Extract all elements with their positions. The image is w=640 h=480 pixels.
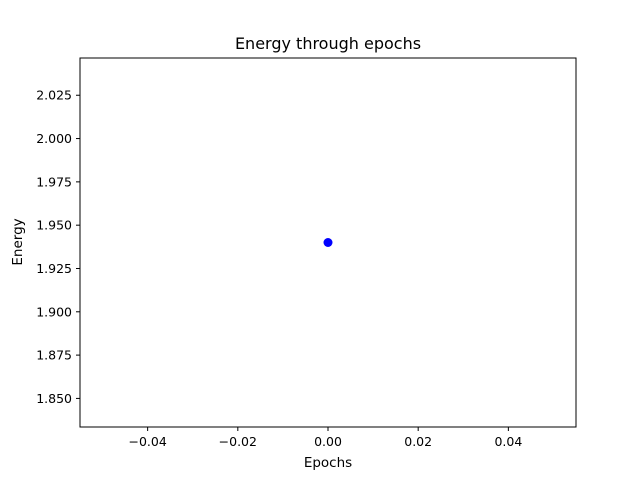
y-tick-label: 1.950 <box>36 218 72 233</box>
y-tick-label: 1.975 <box>36 174 72 189</box>
y-tick-label: 1.875 <box>36 348 72 363</box>
x-axis-ticks: −0.04 −0.02 0.00 0.02 0.04 <box>128 427 522 449</box>
y-axis-ticks: 1.850 1.875 1.900 1.925 1.950 1.975 2.000 2.025 <box>36 88 80 406</box>
x-tick-label: 0.00 <box>314 434 342 449</box>
y-tick-label: 2.025 <box>36 88 72 103</box>
x-tick-label: −0.02 <box>219 434 257 449</box>
x-tick-label: 0.02 <box>404 434 432 449</box>
x-tick-label: 0.04 <box>494 434 522 449</box>
y-tick-label: 1.900 <box>36 304 72 319</box>
y-axis-label: Energy <box>10 218 26 265</box>
x-tick-label: −0.04 <box>128 434 166 449</box>
chart-title: Energy through epochs <box>235 34 421 53</box>
data-point <box>323 238 333 247</box>
y-tick-label: 1.925 <box>36 261 72 276</box>
y-tick-label: 2.000 <box>36 131 72 146</box>
data-points <box>323 238 333 247</box>
x-axis-label: Epochs <box>304 455 352 471</box>
y-tick-label: 1.850 <box>36 391 72 406</box>
